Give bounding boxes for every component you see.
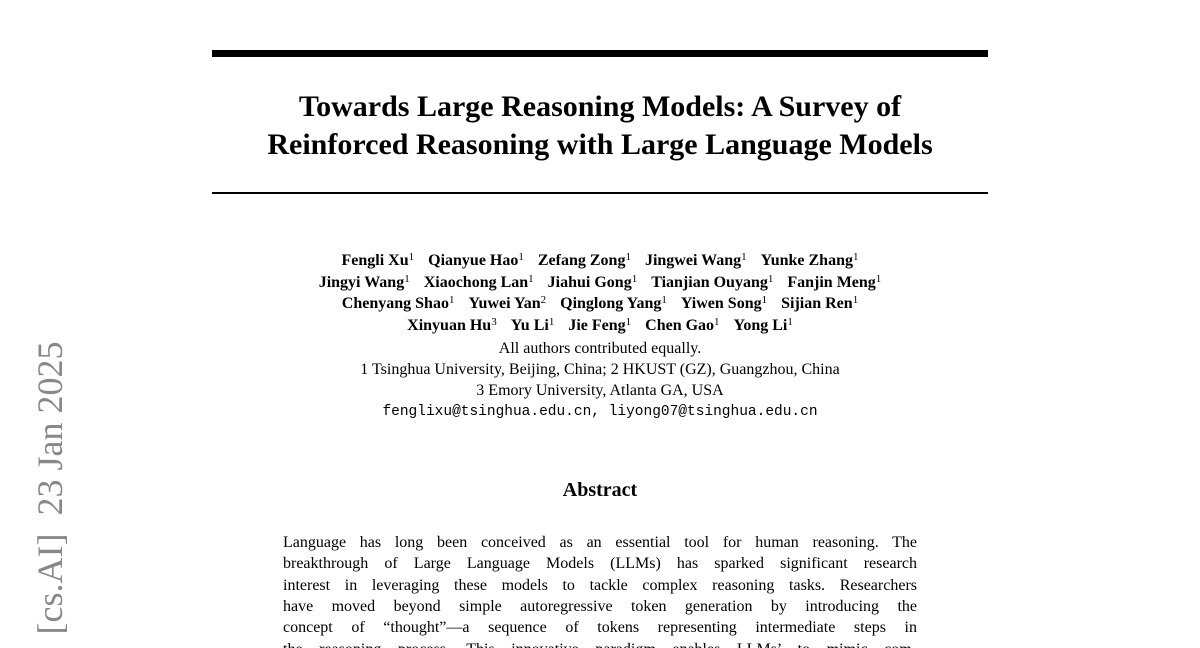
author-line: Jingyi Wang1 Xiaochong Lan1 Jiahui Gong1 Ti… <box>0 272 1200 294</box>
note: All authors contributed equally. <box>498 340 702 357</box>
author: Jiahui Gong1 <box>547 272 638 291</box>
author-name: Jingyi Wang <box>318 273 405 291</box>
affiliation-mark: 1 <box>631 272 638 285</box>
affiliation-mark: 1 <box>548 315 555 328</box>
affiliation-mark: 1 <box>714 315 720 328</box>
affiliation-mark: 1 <box>661 294 667 306</box>
affiliation-mark: 1 <box>404 272 410 285</box>
author: Qinglong Yang1 <box>560 294 667 313</box>
author: Yunke Zhang1 <box>760 251 859 270</box>
author-name: Yu Li <box>510 316 549 334</box>
author-name: Xiaochong Lan <box>423 273 529 291</box>
author-block: Fengli Xu1 Qianyue Hao1 Zefang Zong1 Jingwe… <box>0 250 1200 336</box>
author-name: Fanjin Meng <box>787 273 876 291</box>
author-name: Qinglong Yang <box>560 295 662 312</box>
affiliation-mark: 1 <box>767 272 774 285</box>
author-name: Tianjian Ouyang <box>651 273 768 291</box>
affiliation-mark: 1 <box>761 294 768 306</box>
affiliation-mark: 3 <box>491 315 497 328</box>
abstract-line: concept of “thought”—a sequence of token… <box>283 619 917 637</box>
affiliation-mark: 1 <box>852 251 859 263</box>
abstract-line: have moved beyond simple autoregressive … <box>283 597 917 615</box>
abstract-line: Language has long been conceived as an e… <box>283 534 917 551</box>
title-line: Reinforced Reasoning with Large Language… <box>267 128 933 161</box>
abstract-line: breakthrough of Large Language Models (L… <box>283 555 917 573</box>
author-name: Fengli Xu <box>341 252 409 269</box>
author-line: Fengli Xu1 Qianyue Hao1 Zefang Zong1 Jingwe… <box>0 250 1200 272</box>
author: Fanjin Meng1 <box>787 272 882 291</box>
affiliation-mark: 1 <box>875 272 882 285</box>
abstract-heading: Abstract <box>562 479 638 501</box>
author: Tianjian Ouyang1 <box>651 272 774 291</box>
affiliation: 3 Emory University, Atlanta GA, USA <box>476 382 724 399</box>
top-rule <box>212 50 988 57</box>
author: Jingyi Wang1 <box>318 272 410 291</box>
affiliation-mark: 1 <box>408 251 415 263</box>
author: Qianyue Hao1 <box>428 251 524 270</box>
affiliation-mark: 1 <box>625 251 631 263</box>
affiliation-mark: 1 <box>518 251 524 263</box>
author-name: Chenyang Shao <box>341 295 449 312</box>
author-name: Yunke Zhang <box>760 252 853 269</box>
author: Xiaochong Lan1 <box>423 272 534 291</box>
author-name: Xinyuan Hu <box>407 316 492 334</box>
author-name: Zefang Zong <box>537 252 626 269</box>
author: Jingwei Wang1 <box>644 251 747 270</box>
author: Sijian Ren1 <box>781 294 859 313</box>
author-name: Chen Gao <box>645 316 715 334</box>
author: Chen Gao1 <box>645 315 720 334</box>
author: Zefang Zong1 <box>537 251 631 270</box>
author-line: Chenyang Shao1 Yuwei Yan2 Qinglong Yang1 Yi… <box>0 293 1200 315</box>
author: Jie Feng1 <box>568 315 632 334</box>
title-rule <box>212 192 988 194</box>
author-name: Yong Li <box>733 316 788 334</box>
author: Yiwen Song1 <box>680 294 768 313</box>
author: Yu Li1 <box>510 315 555 334</box>
author-name: Jingwei Wang <box>644 252 742 269</box>
affiliation-mark: 1 <box>625 315 632 328</box>
affiliation: 1 Tsinghua University, Beijing, China; 2… <box>360 361 840 378</box>
title-line: Towards Large Reasoning Models: A Survey… <box>298 90 902 123</box>
author-name: Yuwei Yan <box>468 295 541 312</box>
author-name: Jiahui Gong <box>547 273 632 291</box>
emails: fenglixu@tsinghua.edu.cn, liyong07@tsing… <box>382 404 818 420</box>
author-name: Jie Feng <box>568 316 626 334</box>
author-line: Xinyuan Hu3 Yu Li1 Jie Feng1 Chen Gao1 Yong … <box>0 315 1200 337</box>
author: Xinyuan Hu3 <box>407 315 497 334</box>
affiliation-mark: 2 <box>540 294 547 306</box>
author-name: Yiwen Song <box>680 295 762 312</box>
author: Chenyang Shao1 <box>341 294 455 313</box>
affiliation-mark: 1 <box>741 251 747 263</box>
affiliation-mark: 1 <box>787 315 793 328</box>
author: Fengli Xu1 <box>341 251 415 270</box>
abstract-line: interest in leveraging these models to t… <box>283 576 917 594</box>
abstract-line: the reasoning process. This innovative p… <box>283 639 917 648</box>
affiliation-mark: 1 <box>852 294 859 306</box>
affiliation-mark: 1 <box>448 294 455 306</box>
author-name: Sijian Ren <box>781 295 853 312</box>
author-name: Qianyue Hao <box>428 252 519 269</box>
author: Yuwei Yan2 <box>468 294 547 313</box>
affiliation-mark: 1 <box>528 272 534 285</box>
author: Yong Li1 <box>733 315 793 334</box>
